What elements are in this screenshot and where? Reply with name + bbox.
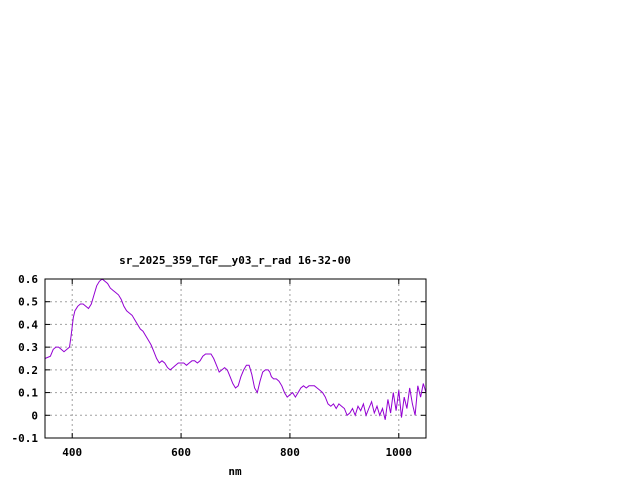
y-tick-label: -0.1: [12, 432, 39, 445]
y-tick-label: 0: [31, 409, 38, 422]
y-tick-label: 0.1: [18, 387, 38, 400]
axis-ticks: [45, 278, 426, 439]
y-tick-label: 0.4: [18, 318, 38, 331]
y-tick-label: 0.3: [18, 341, 38, 354]
y-tick-label: 0.6: [18, 273, 38, 286]
grid-lines: [45, 278, 426, 439]
series-line: [44, 278, 427, 420]
x-tick-label: 800: [280, 446, 300, 459]
y-tick-label: 0.2: [18, 364, 38, 377]
y-tick-label: 0.5: [18, 296, 38, 309]
x-tick-label: 1000: [386, 446, 413, 459]
x-tick-label: 400: [62, 446, 82, 459]
x-axis-label: nm: [228, 465, 242, 478]
plot-frame: [44, 278, 427, 439]
chart-title: sr_2025_359_TGF__y03_r_rad 16-32-00: [119, 254, 351, 267]
tick-labels: 400 600 800 1000 -0.1 0 0.1 0.2 0.3 0.4 0.5 0.6: [12, 273, 413, 459]
x-tick-label: 600: [171, 446, 191, 459]
